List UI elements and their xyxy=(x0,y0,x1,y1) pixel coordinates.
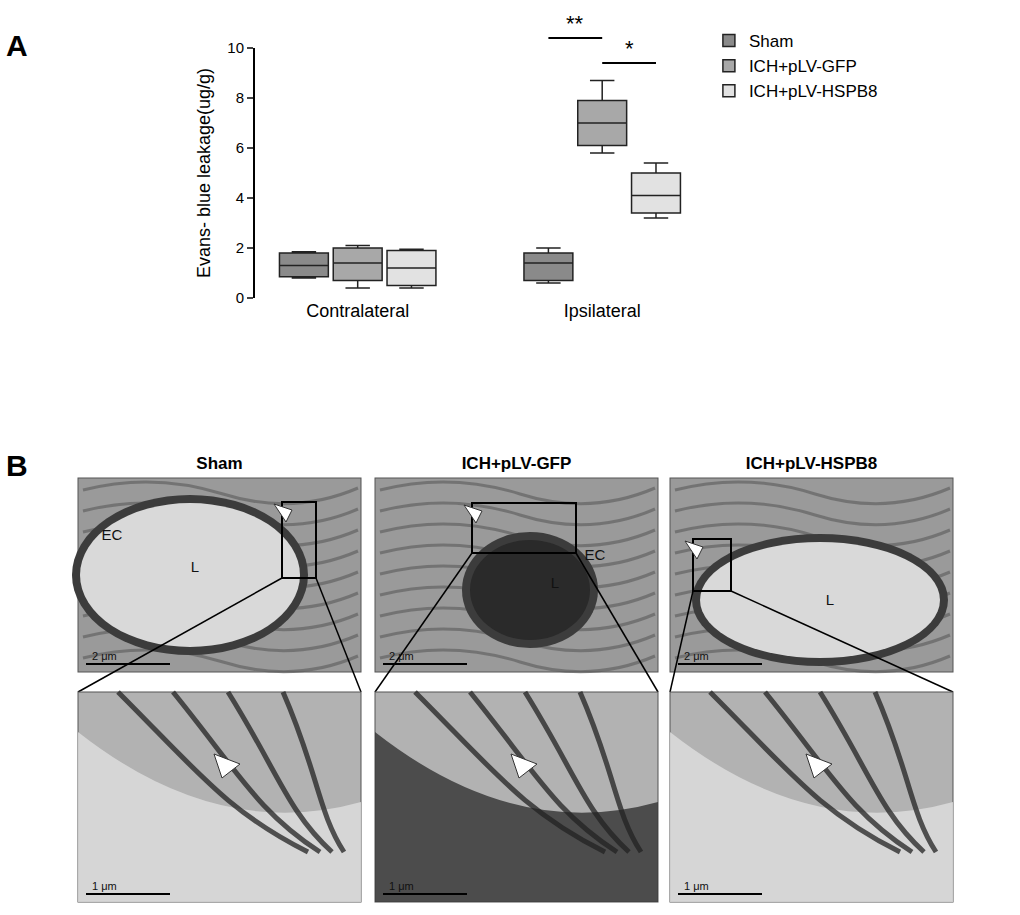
svg-text:EC: EC xyxy=(585,546,606,563)
svg-text:*: * xyxy=(625,36,634,61)
svg-text:8: 8 xyxy=(236,89,244,106)
svg-text:ICH+pLV-GFP: ICH+pLV-GFP xyxy=(462,454,572,473)
svg-text:10: 10 xyxy=(227,39,244,56)
svg-text:**: ** xyxy=(566,11,584,36)
svg-text:ICH+pLV-GFP: ICH+pLV-GFP xyxy=(749,57,857,76)
svg-text:Sham: Sham xyxy=(749,32,793,51)
svg-text:Ipsilateral: Ipsilateral xyxy=(564,301,641,321)
svg-text:2 μm: 2 μm xyxy=(684,650,709,662)
svg-text:Sham: Sham xyxy=(196,454,242,473)
svg-text:Contralateral: Contralateral xyxy=(306,301,409,321)
svg-text:2 μm: 2 μm xyxy=(389,650,414,662)
svg-text:EC: EC xyxy=(102,526,123,543)
svg-text:1 μm: 1 μm xyxy=(92,880,117,892)
svg-text:1 μm: 1 μm xyxy=(684,880,709,892)
svg-text:B: B xyxy=(6,449,28,482)
svg-text:2 μm: 2 μm xyxy=(92,650,117,662)
svg-text:6: 6 xyxy=(236,139,244,156)
svg-text:L: L xyxy=(551,574,559,591)
svg-text:Evans- blue leakage(ug/g): Evans- blue leakage(ug/g) xyxy=(194,68,214,278)
svg-text:4: 4 xyxy=(236,189,244,206)
svg-text:A: A xyxy=(6,29,28,62)
svg-text:ICH+pLV-HSPB8: ICH+pLV-HSPB8 xyxy=(746,454,877,473)
svg-text:L: L xyxy=(826,591,834,608)
svg-text:0: 0 xyxy=(236,289,244,306)
svg-text:1 μm: 1 μm xyxy=(389,880,414,892)
svg-text:2: 2 xyxy=(236,239,244,256)
svg-text:ICH+pLV-HSPB8: ICH+pLV-HSPB8 xyxy=(749,82,878,101)
svg-text:L: L xyxy=(191,558,199,575)
